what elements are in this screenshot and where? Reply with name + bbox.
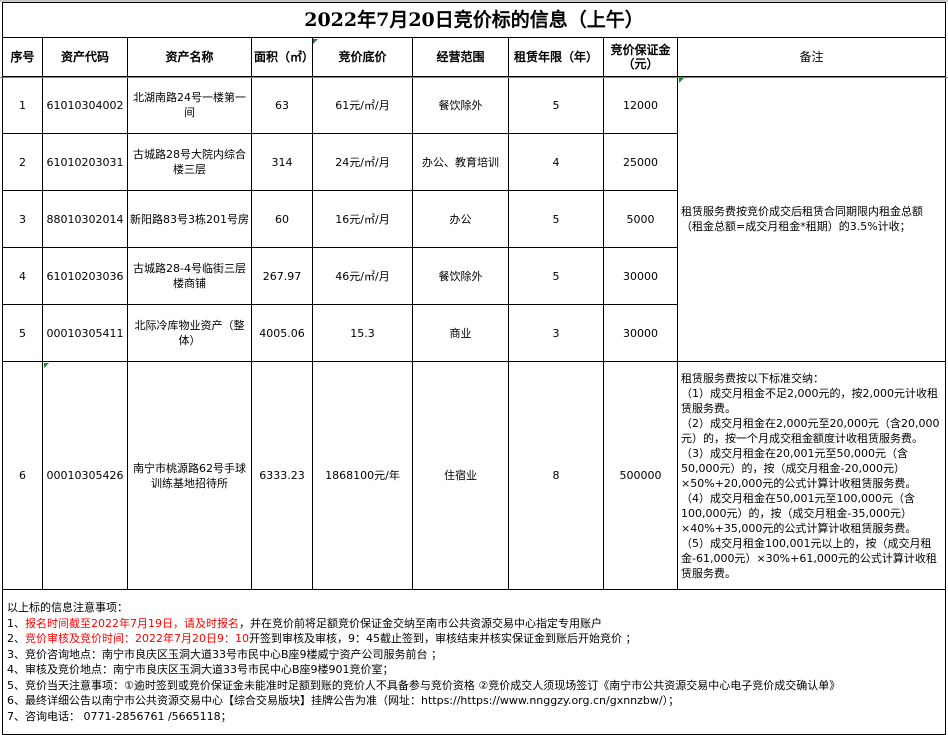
cell-code: 61010304002 <box>42 76 128 134</box>
header-code: 资产代码 <box>42 37 128 77</box>
cell-code: 00010305426 <box>42 361 128 590</box>
header-base-price: 竞价底价 <box>312 37 413 77</box>
cell-area: 314 <box>251 133 313 191</box>
header-deposit: 竞价保证金（元） <box>603 37 678 77</box>
cell-area: 63 <box>251 76 313 134</box>
comment-marker-icon <box>313 39 318 44</box>
cell-area: 267.97 <box>251 247 313 305</box>
cell-deposit: 30000 <box>603 304 678 362</box>
comment-marker-icon <box>679 78 684 83</box>
note-highlight: 竞价审核及竞价时间：2022年7月20日9：10 <box>25 632 249 645</box>
remark-line: （3）成交月租金在20,001元至50,000元（含50,000元）的，按（成交… <box>681 446 917 490</box>
cell-name: 北际冷库物业资产（整体） <box>127 304 252 362</box>
cell-base-price: 24元/㎡/月 <box>312 133 413 191</box>
note-4: 4、审核及竞价地点：南宁市良庆区玉洞大道33号市民中心B座9楼901竞价室； <box>7 663 394 676</box>
cell-scope: 办公、教育培训 <box>412 133 509 191</box>
cell-scope: 办公 <box>412 190 509 248</box>
note-text: ，并在竞价前将足额竞价保证金交纳至南市公共资源交易中心指定专用账户 <box>239 616 602 630</box>
cell-term: 5 <box>508 190 604 248</box>
note-6: 6、最终详细公告以南宁市公共资源交易中心【综合交易版块】挂牌公告为准（网址：ht… <box>7 694 680 707</box>
cell-base-price: 46元/㎡/月 <box>312 247 413 305</box>
cell-code: 61010203036 <box>42 247 128 305</box>
remark-line: （2）成交月租金在2,000元至20,000元（含20,000元）的，按一个月成… <box>681 416 940 445</box>
cell-term: 4 <box>508 133 604 191</box>
note-text: 开签到审核及审核，9：45截止签到，审核结束并核实保证金到账后开始竞价 ； <box>248 632 637 645</box>
remark-line: （4）成交月租金在50,001元至100,000元（含100,000元）的，按（… <box>681 491 917 535</box>
cell-scope: 餐饮除外 <box>412 76 509 134</box>
cell-deposit: 500000 <box>603 361 678 590</box>
note-3: 3、竞价咨询地点：南宁市良庆区玉洞大道33号市民中心B座9楼威宁资产公司服务前台… <box>7 647 443 661</box>
cell-name: 古城路28号大院内综合楼三层 <box>127 133 252 191</box>
header-area: 面积（㎡） <box>251 37 313 77</box>
header-name: 资产名称 <box>127 37 252 77</box>
cell-name: 北湖南路24号一楼第一间 <box>127 76 252 134</box>
table-row: 3 88010302014 新阳路83号3栋201号房 60 16元/㎡/月 办… <box>2 190 946 248</box>
note-7: 7、咨询电话： 0771-2856761 /5665118； <box>7 709 232 723</box>
cell-deposit: 5000 <box>603 190 678 248</box>
spreadsheet-column-header-strip <box>0 0 948 2</box>
page-title: 2022年7月20日竞价标的信息（上午） <box>2 2 946 38</box>
cell-base-price: 15.3 <box>312 304 413 362</box>
table-row: 1 61010304002 北湖南路24号一楼第一间 63 61元/㎡/月 餐饮… <box>2 76 946 362</box>
cell-scope: 住宿业 <box>412 361 509 590</box>
cell-term: 3 <box>508 304 604 362</box>
cell-seq: 1 <box>2 76 43 134</box>
cell-name: 新阳路83号3栋201号房 <box>127 190 252 248</box>
cell-area: 60 <box>251 190 313 248</box>
cell-deposit: 25000 <box>603 133 678 191</box>
table-row: 6 00010305426 南宁市桃源路62号手球训练基地招待所 6333.23… <box>2 361 946 590</box>
cell-area: 4005.06 <box>251 304 313 362</box>
note-number: 1、 <box>7 616 25 630</box>
header-remark: 备注 <box>677 37 946 77</box>
note-number: 2、 <box>7 632 25 645</box>
cell-scope: 餐饮除外 <box>412 247 509 305</box>
header-scope: 经营范围 <box>412 37 509 77</box>
notes-heading: 以上标的信息注意事项： <box>7 601 128 614</box>
table-row: 2 61010203031 古城路28号大院内综合楼三层 314 24元/㎡/月… <box>2 133 946 191</box>
note-highlight: 报名时间截至2022年7月19日，请及时报名 <box>25 616 239 630</box>
cell-code: 00010305411 <box>42 304 128 362</box>
note-1: 1、报名时间截至2022年7月19日，请及时报名，并在竞价前将足额竞价保证金交纳… <box>7 616 941 632</box>
note-2: 2、竞价审核及竞价时间：2022年7月20日9：10开签到审核及审核，9：45截… <box>7 631 941 647</box>
comment-marker-icon <box>44 363 49 368</box>
cell-remark-rows-1-5: 租赁服务费按竞价成交后租赁合同期限内租金总额（租金总额=成交月租金*租期）的3.… <box>677 76 946 362</box>
cell-seq: 6 <box>2 361 43 590</box>
remark-line: 租赁服务费按以下标准交纳： <box>681 371 824 385</box>
cell-seq: 3 <box>2 190 43 248</box>
cell-base-price: 16元/㎡/月 <box>312 190 413 248</box>
cell-deposit: 12000 <box>603 76 678 134</box>
header-term: 租赁年限（年） <box>508 37 604 77</box>
cell-name: 南宁市桃源路62号手球训练基地招待所 <box>127 361 252 590</box>
row-selection-line <box>0 77 948 78</box>
cell-base-price: 61元/㎡/月 <box>312 76 413 134</box>
cell-seq: 4 <box>2 247 43 305</box>
cell-seq: 2 <box>2 133 43 191</box>
cell-term: 5 <box>508 76 604 134</box>
cell-code: 61010203031 <box>42 133 128 191</box>
cell-seq: 5 <box>2 304 43 362</box>
remark-line: （1）成交月租金不足2,000元的，按2,000元计收租赁服务费。 <box>681 386 938 415</box>
note-5: 5、竞价当天注意事项：①逾时签到或竞价保证金未能准时足额到账的竞价人不具备参与竞… <box>7 678 841 692</box>
cell-remark-row-6: 租赁服务费按以下标准交纳： （1）成交月租金不足2,000元的，按2,000元计… <box>677 361 946 590</box>
cell-deposit: 30000 <box>603 247 678 305</box>
cell-name: 古城路28-4号临街三层楼商铺 <box>127 247 252 305</box>
cell-scope: 商业 <box>412 304 509 362</box>
header-seq: 序号 <box>2 37 43 77</box>
table-row: 4 61010203036 古城路28-4号临街三层楼商铺 267.97 46元… <box>2 247 946 305</box>
cell-area: 6333.23 <box>251 361 313 590</box>
cell-base-price: 1868100元/年 <box>312 361 413 590</box>
cell-term: 5 <box>508 247 604 305</box>
table-row: 5 00010305411 北际冷库物业资产（整体） 4005.06 15.3 … <box>2 304 946 362</box>
remark-line: （5）成交月租金100,001元以上的，按（成交月租金-61,000元）×30%… <box>681 536 937 580</box>
header-row: 序号 资产代码 资产名称 面积（㎡） 竞价底价 经营范围 租赁年限（年） 竞价保… <box>2 37 946 77</box>
notes-section: 以上标的信息注意事项： 1、报名时间截至2022年7月19日，请及时报名，并在竞… <box>2 589 946 735</box>
cell-term: 8 <box>508 361 604 590</box>
cell-code: 88010302014 <box>42 190 128 248</box>
